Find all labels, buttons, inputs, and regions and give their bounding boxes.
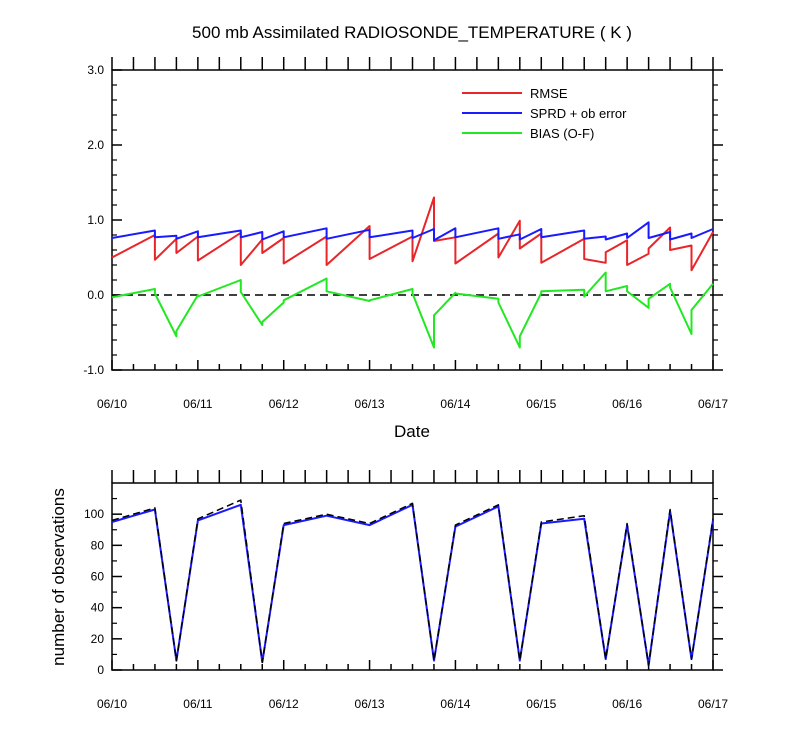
x-tick-label: 06/17	[698, 397, 728, 411]
x-tick-label: 06/10	[97, 397, 127, 411]
x-tick-label: 06/11	[183, 697, 212, 711]
x-tick-label: 06/17	[698, 697, 728, 711]
top-series	[111, 196, 714, 349]
bottom-chart: 06/10 06/11 06/12 06/13 06/14 06/15 06/16 06/17…	[49, 470, 728, 711]
x-tick-label: 06/16	[612, 697, 642, 711]
y-tick-label: 40	[91, 601, 105, 615]
chart-title: 500 mb Assimilated RADIOSONDE_TEMPERATUR…	[192, 23, 632, 42]
bottom-series	[111, 499, 714, 667]
legend-label: RMSE	[530, 86, 568, 101]
x-tick-label: 06/16	[612, 397, 642, 411]
y-tick-label: 100	[84, 507, 104, 521]
series-line-bias-o-f	[111, 271, 714, 349]
legend-label: SPRD + ob error	[530, 106, 627, 121]
y-tick-label: 80	[91, 538, 105, 552]
legend-label: BIAS (O-F)	[530, 126, 594, 141]
x-tick-label: 06/11	[183, 397, 212, 411]
x-tick-label: 06/12	[269, 397, 299, 411]
y-tick-label: 3.0	[87, 63, 104, 77]
top-chart: 500 mb Assimilated RADIOSONDE_TEMPERATUR…	[83, 23, 728, 441]
x-tick-label: 06/13	[355, 397, 385, 411]
x-tick-label: 06/13	[355, 697, 385, 711]
y-axis-title: number of observations	[49, 488, 68, 666]
x-tick-label: 06/15	[526, 697, 556, 711]
y-tick-label: 0	[97, 663, 104, 677]
top-ticks: 06/10 06/11 06/12 06/13 06/14 06/15 06/16 06/17…	[83, 57, 728, 411]
y-tick-label: -1.0	[83, 363, 104, 377]
series-line-rmse	[111, 196, 714, 272]
y-tick-label: 20	[91, 632, 105, 646]
y-tick-label: 2.0	[87, 138, 104, 152]
x-tick-label: 06/10	[97, 697, 127, 711]
y-tick-label: 1.0	[87, 213, 104, 227]
x-tick-label: 06/12	[269, 697, 299, 711]
y-tick-label: 60	[91, 570, 105, 584]
legend: RMSE SPRD + ob error BIAS (O-F)	[462, 86, 627, 141]
x-tick-label: 06/14	[440, 697, 470, 711]
series-line-sprd-ob-error	[111, 221, 714, 242]
bottom-ticks: 06/10 06/11 06/12 06/13 06/14 06/15 06/16 06/17…	[84, 470, 728, 711]
x-tick-label: 06/14	[440, 397, 470, 411]
y-tick-label: 0.0	[87, 288, 104, 302]
x-axis-title: Date	[394, 422, 430, 441]
series-line-observations-solid	[111, 503, 714, 667]
series-line-observations-dashed	[111, 499, 714, 667]
x-tick-label: 06/15	[526, 397, 556, 411]
